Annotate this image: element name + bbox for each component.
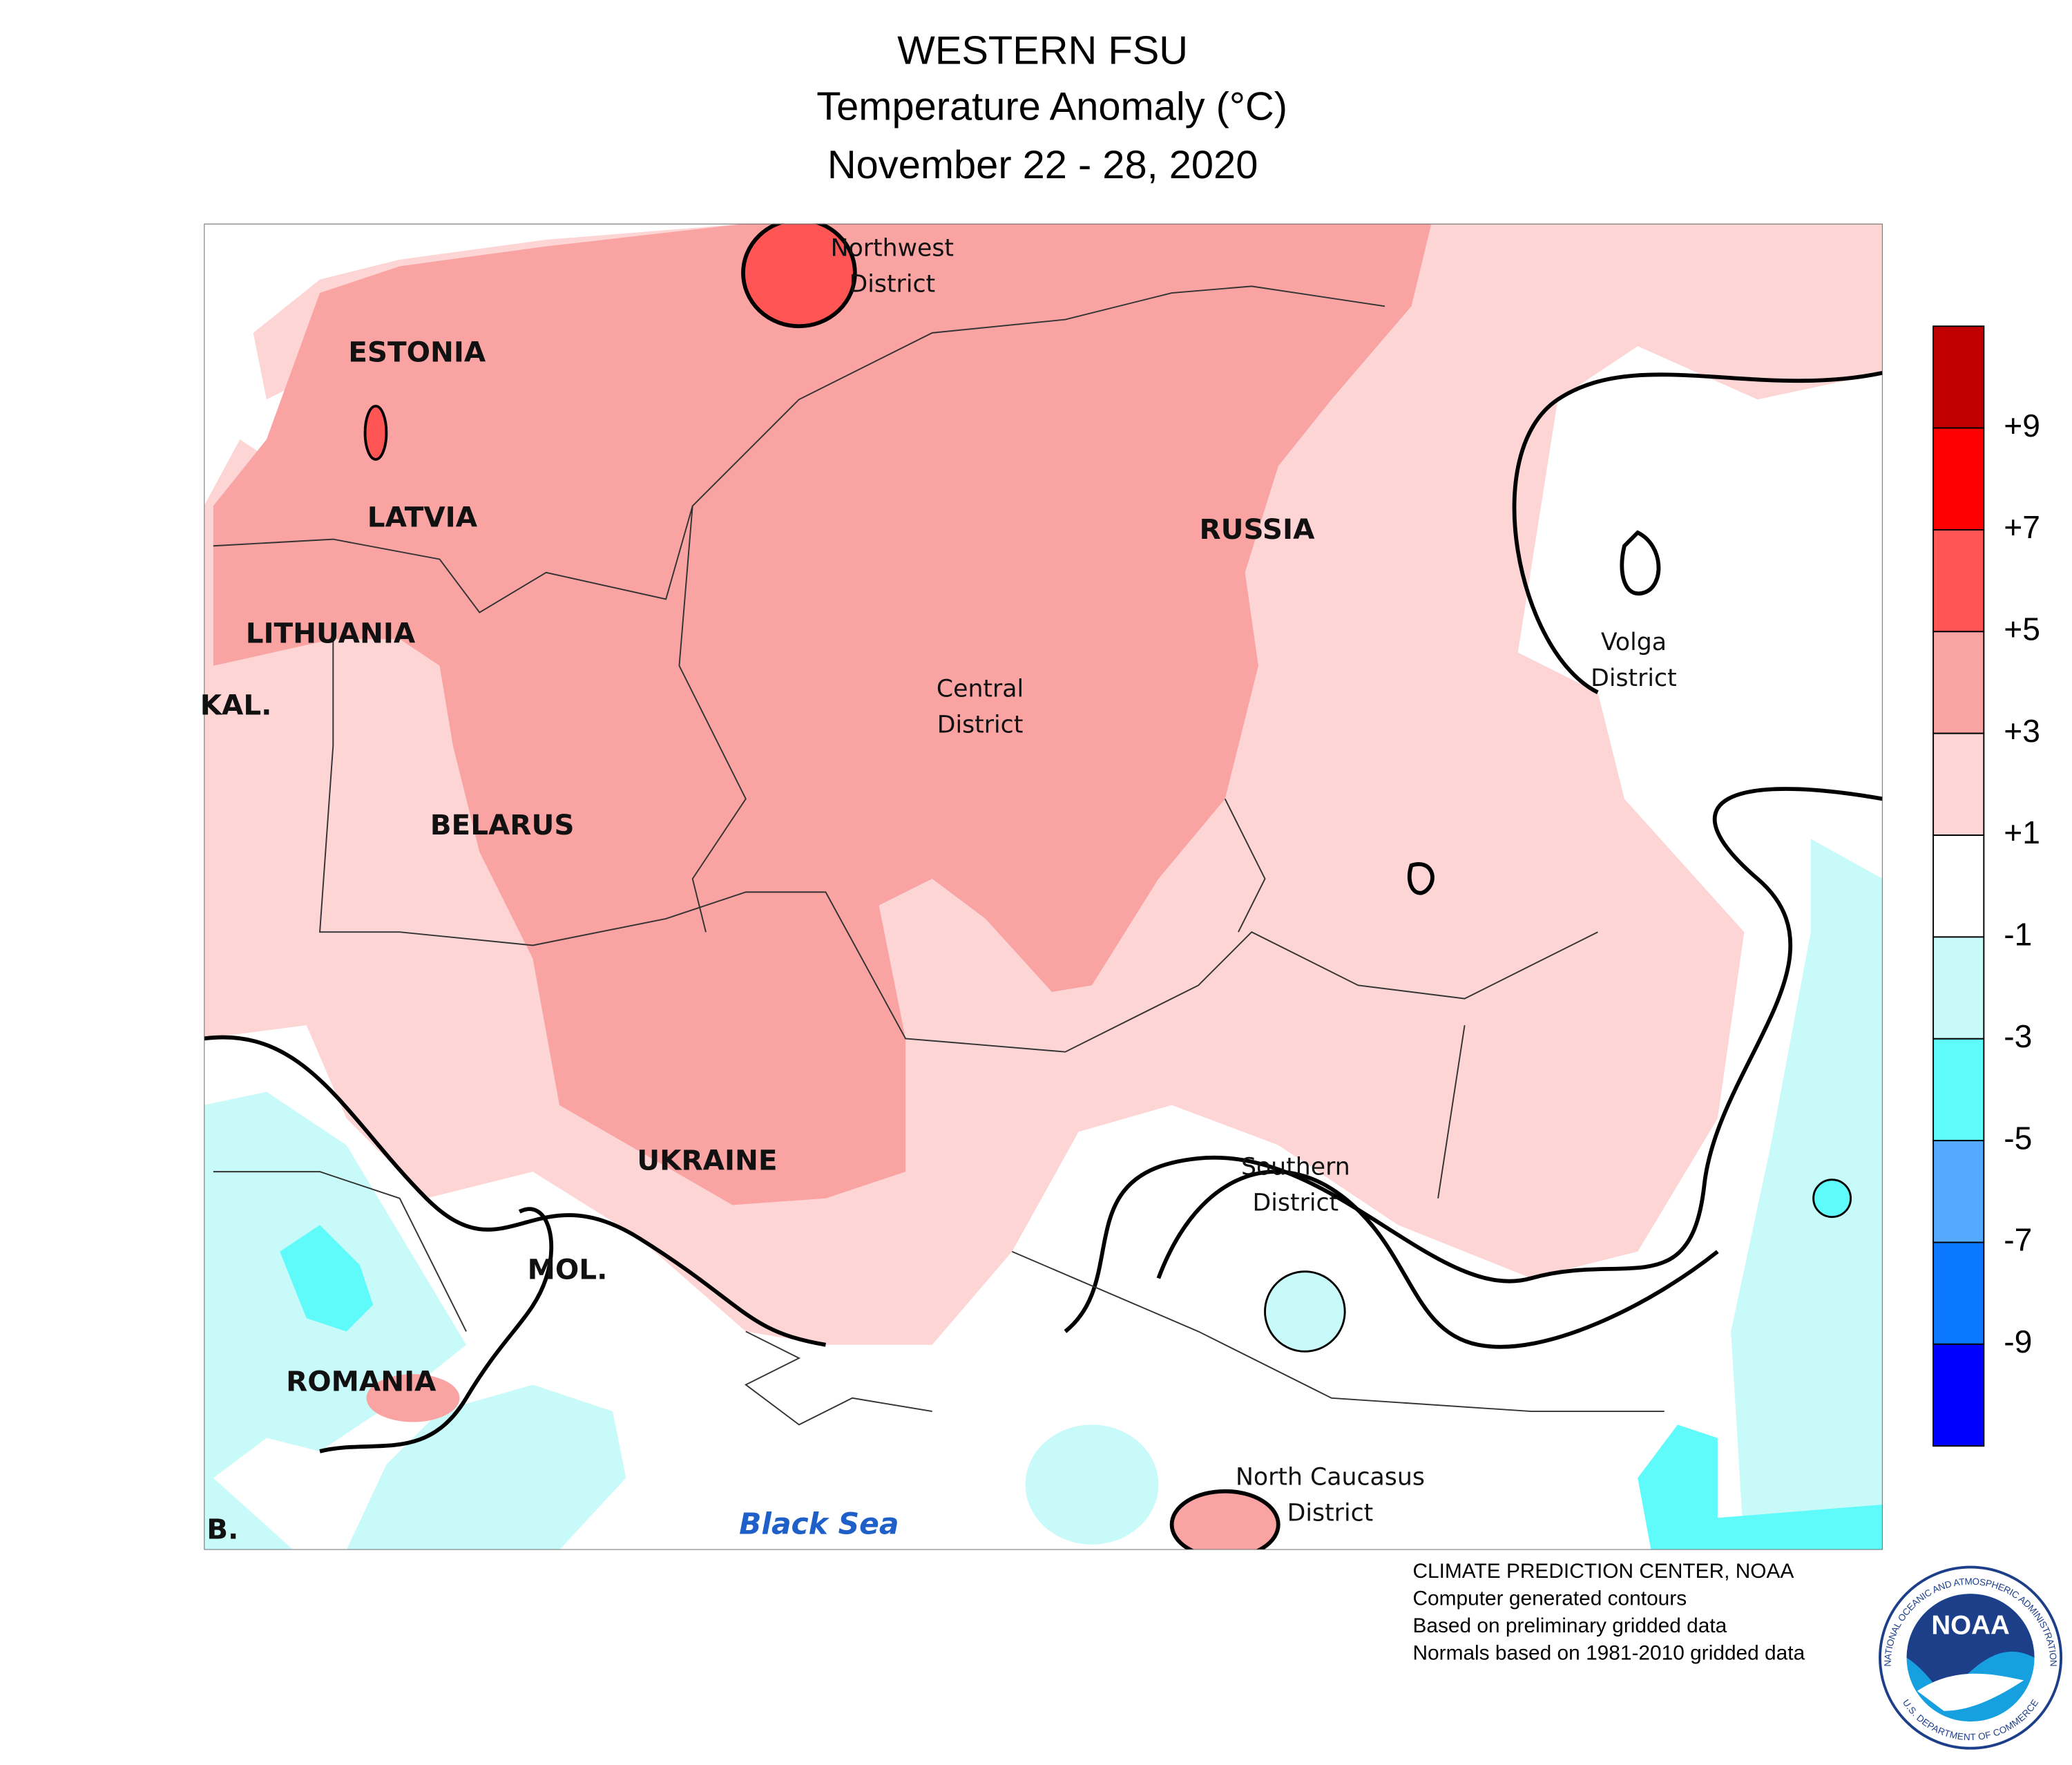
region-label: MOL.	[528, 1253, 608, 1286]
legend-label: -3	[2004, 1018, 2032, 1054]
legend-swatch	[1932, 1038, 1985, 1142]
date: November 22 - 28, 2020	[827, 143, 1258, 187]
legend-label: -5	[2004, 1120, 2032, 1156]
legend-label: -9	[2004, 1324, 2032, 1359]
map-labels: ESTONIA LATVIA LITHUANIA KAL. BELARUS UKRAINE…	[200, 234, 1677, 1545]
anomaly-neg	[1025, 1424, 1159, 1545]
anomaly-3-5-neg	[1638, 1424, 1883, 1550]
subtitle: Temperature Anomaly (°C)	[816, 84, 1287, 128]
footer: CLIMATE PREDICTION CENTER, NOAA Computer …	[1412, 1560, 1805, 1665]
legend-label: +9	[2004, 408, 2040, 443]
region-label: Volga	[1601, 629, 1667, 656]
legend-label: +5	[2004, 611, 2040, 647]
contour	[1156, 1170, 1719, 1349]
noaa-logo: NOAA NATIONAL OCEANIC AND ATMOSPHERIC AD…	[1879, 1565, 2063, 1750]
contour	[1064, 787, 1883, 1333]
anomaly-neg	[346, 1384, 626, 1550]
region-label: Southern	[1241, 1153, 1350, 1181]
logo-text: NOAA	[1931, 1611, 2009, 1641]
anomaly-3-5-neg	[280, 1225, 374, 1332]
region-label: KAL.	[200, 688, 272, 721]
region-label: ESTONIA	[348, 336, 486, 369]
legend-swatch	[1932, 528, 1985, 633]
contour	[1620, 530, 1661, 596]
anomaly-5-7	[741, 223, 857, 329]
legend-swatch	[1932, 1343, 1985, 1447]
region-label: LATVIA	[367, 501, 478, 534]
anomaly-3-5	[366, 1374, 460, 1422]
footer-line: Based on preliminary gridded data	[1412, 1614, 1727, 1637]
border	[319, 639, 1598, 1053]
anomaly-5-7	[363, 404, 388, 461]
footer-line: Computer generated contours	[1412, 1587, 1687, 1610]
legend-swatch	[1932, 325, 1985, 429]
region-label: B.	[207, 1513, 238, 1546]
legend-swatch	[1932, 1140, 1985, 1243]
anomaly-neg	[1731, 839, 1883, 1550]
sea-label: Black Sea	[739, 1507, 899, 1540]
region-label: North Caucasus	[1236, 1463, 1425, 1491]
legend-label: +7	[2004, 509, 2040, 545]
legend-swatch	[1932, 732, 1985, 836]
anomaly-3-5	[1169, 1489, 1280, 1550]
region-label: District	[850, 270, 936, 298]
logo-top	[1906, 1594, 2035, 1698]
region-label: ROMANIA	[286, 1365, 437, 1398]
region-label: LITHUANIA	[246, 616, 416, 649]
legend-swatch	[1932, 834, 1985, 938]
legend-label: -7	[2004, 1222, 2032, 1258]
contour	[1512, 370, 1883, 694]
anomaly-3-5-neg	[1812, 1179, 1852, 1219]
contour	[319, 1207, 554, 1453]
region-label: District	[937, 711, 1024, 738]
legend: +9 +7 +5 +3 +1 -1 -3 -5 -7 -9	[1932, 325, 2040, 1447]
contour	[204, 1035, 826, 1347]
title: WESTERN FSU	[897, 28, 1188, 73]
region-label: District	[1253, 1189, 1339, 1217]
legend-label: -1	[2004, 917, 2032, 953]
contour	[1407, 862, 1435, 895]
border	[678, 506, 1665, 1413]
legend-swatch	[1932, 427, 1985, 531]
legend-swatch	[1932, 1241, 1985, 1345]
legend-label: +1	[2004, 814, 2040, 850]
region-label: RUSSIA	[1200, 513, 1316, 546]
footer-line: CLIMATE PREDICTION CENTER, NOAA	[1412, 1560, 1794, 1583]
anomaly-neg	[1264, 1270, 1346, 1353]
border	[213, 1171, 932, 1426]
region-label: UKRAINE	[637, 1144, 777, 1177]
region-label: District	[1591, 665, 1677, 692]
region-label: Northwest	[831, 234, 954, 262]
anomaly-3-5	[213, 223, 1432, 1205]
legend-label: +3	[2004, 713, 2040, 749]
legend-swatch	[1932, 631, 1985, 734]
region-label: District	[1287, 1499, 1374, 1527]
footer-line: Normals based on 1981-2010 gridded data	[1412, 1642, 1805, 1665]
anomaly-neutral	[204, 346, 1883, 1550]
region-label: BELARUS	[430, 808, 575, 841]
logo-bird	[1917, 1673, 2024, 1711]
region-label: Central	[937, 675, 1024, 703]
legend-swatch	[1932, 936, 1985, 1040]
map-area	[204, 223, 1883, 1550]
